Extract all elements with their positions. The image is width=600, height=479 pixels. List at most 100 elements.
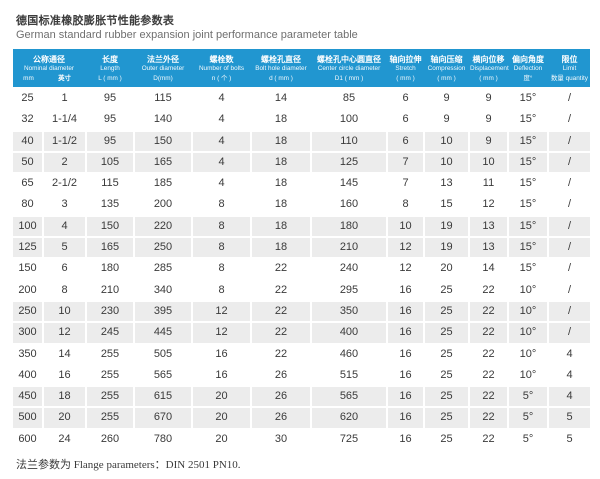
table-cell: 26	[252, 408, 310, 428]
header-label-zh: 螺栓孔中心圆直径	[317, 55, 381, 64]
table-cell: 4	[193, 152, 250, 173]
table-cell: 180	[100, 262, 120, 275]
table-cell: 10°	[519, 368, 537, 381]
table-cell: 9	[443, 92, 450, 104]
table-cell: 230	[87, 301, 133, 322]
table-cell: 15°	[509, 131, 547, 151]
header-label-unit: n ( 个 )	[211, 75, 232, 82]
table-cell: 8	[402, 198, 409, 211]
header-col-center-circle-diameter: 螺栓孔中心圆直径 Center circle diameter D1 ( mm )	[312, 54, 386, 83]
table-cell: 10°	[509, 301, 547, 322]
table-cell: 105	[87, 152, 133, 173]
header-label-unit: d ( mm )	[269, 75, 293, 82]
header-label-en: Deflection	[513, 65, 543, 72]
table-cell: 10	[470, 152, 507, 173]
table-cell: 95	[103, 92, 117, 104]
table-cell: 10°	[509, 323, 547, 343]
header-label-unit: ( mm )	[479, 75, 498, 82]
table-cell: 15	[440, 198, 453, 211]
table-cell: 110	[312, 131, 386, 151]
table-cell: 210	[312, 238, 386, 258]
table-cell: 15°	[519, 198, 537, 211]
header-label-zh: 横向位移	[472, 55, 505, 64]
table-cell: 165	[87, 238, 133, 258]
table-cell: 6	[388, 131, 423, 151]
table-cell: 18	[44, 387, 85, 407]
header-label-zh: 长度	[102, 55, 118, 64]
footer-note: 法兰参数为 Flange parameters：DIN 2501 PN10.	[16, 459, 241, 472]
table-body: 25 1 95 115 4 14 85 6 9 9 15°/32 1-1/4 95 140 4 18 100 6 9…	[13, 89, 590, 449]
table-cell: 9	[485, 113, 492, 126]
table-cell: 18	[252, 131, 310, 151]
table-cell: 65	[21, 177, 34, 190]
table-cell: 5	[549, 408, 590, 428]
header-col-stretch: 轴向拉伸 Stretch ( mm )	[388, 54, 423, 83]
table-cell: 14	[482, 262, 495, 275]
table-cell: 9	[443, 113, 450, 126]
table-cell: 600	[18, 432, 37, 445]
table-cell: 13	[440, 177, 453, 190]
table-cell: 165	[135, 152, 191, 173]
table-cell: 670	[135, 408, 191, 428]
header-col-deflection: 偏向角度 Deflection 度°	[509, 54, 547, 83]
table-cell: 295	[339, 283, 359, 296]
table-cell: 16	[399, 432, 412, 445]
table-cell: 8	[193, 238, 250, 258]
header-label-en: Displacement	[470, 65, 509, 72]
table-cell: 22	[252, 301, 310, 322]
table-cell: 4	[218, 92, 225, 104]
table-cell: 16	[215, 347, 228, 360]
table-cell: 12	[44, 323, 85, 343]
table-cell: 220	[135, 216, 191, 237]
table-cell: 22	[482, 368, 495, 381]
table-cell: /	[549, 152, 590, 173]
table-cell: 16	[388, 323, 423, 343]
table-cell: 12	[193, 301, 250, 322]
table-cell: 725	[339, 432, 359, 445]
table-cell: 565	[153, 368, 173, 381]
table-cell: 13	[470, 238, 507, 258]
table-cell: 8	[218, 283, 225, 296]
header-unit-pair: mm 英寸	[13, 75, 85, 83]
table-cell: 160	[339, 198, 359, 211]
table-cell: 10°	[519, 283, 537, 296]
table-cell: 255	[87, 408, 133, 428]
table-cell: 25	[440, 283, 453, 296]
table-cell: 20	[44, 408, 85, 428]
table-cell: /	[567, 283, 572, 296]
table-cell: 4	[566, 368, 573, 381]
table-cell: 100	[339, 113, 359, 126]
header-label-en: Outer diameter	[141, 65, 185, 72]
table-cell: 26	[252, 387, 310, 407]
table-cell: 22	[470, 387, 507, 407]
table-cell: 19	[425, 238, 468, 258]
table-cell: 25	[440, 368, 453, 381]
table-cell: 240	[339, 262, 359, 275]
table-cell: 12	[193, 323, 250, 343]
table-cell: 16	[388, 387, 423, 407]
table-cell: 255	[100, 347, 120, 360]
table-cell: /	[549, 301, 590, 322]
header-col-length: 长度 Length L ( mm )	[87, 54, 133, 83]
table-cell: 1	[61, 92, 68, 104]
table-cell: 5	[44, 238, 85, 258]
table-cell: 400	[312, 323, 386, 343]
table-cell: 445	[135, 323, 191, 343]
table-cell: /	[567, 198, 572, 211]
table-cell: 16	[399, 347, 412, 360]
table-cell: 16	[215, 368, 228, 381]
table-cell: 150	[87, 216, 133, 237]
header-label-en: Nominal diameter	[23, 65, 75, 72]
header-label-zh: 公称通径	[33, 55, 65, 64]
table-cell: 5	[566, 432, 573, 445]
table-cell: 1-1/4	[51, 113, 78, 126]
table-cell: 6	[61, 262, 68, 275]
table-cell: 13	[470, 216, 507, 237]
table-cell: 25	[425, 301, 468, 322]
table-cell: 6	[402, 113, 409, 126]
table-cell: 10	[44, 301, 85, 322]
table-cell: 2-1/2	[51, 177, 78, 190]
table-cell: 24	[58, 432, 71, 445]
table-cell: 15°	[509, 238, 547, 258]
table-cell: /	[567, 262, 572, 275]
